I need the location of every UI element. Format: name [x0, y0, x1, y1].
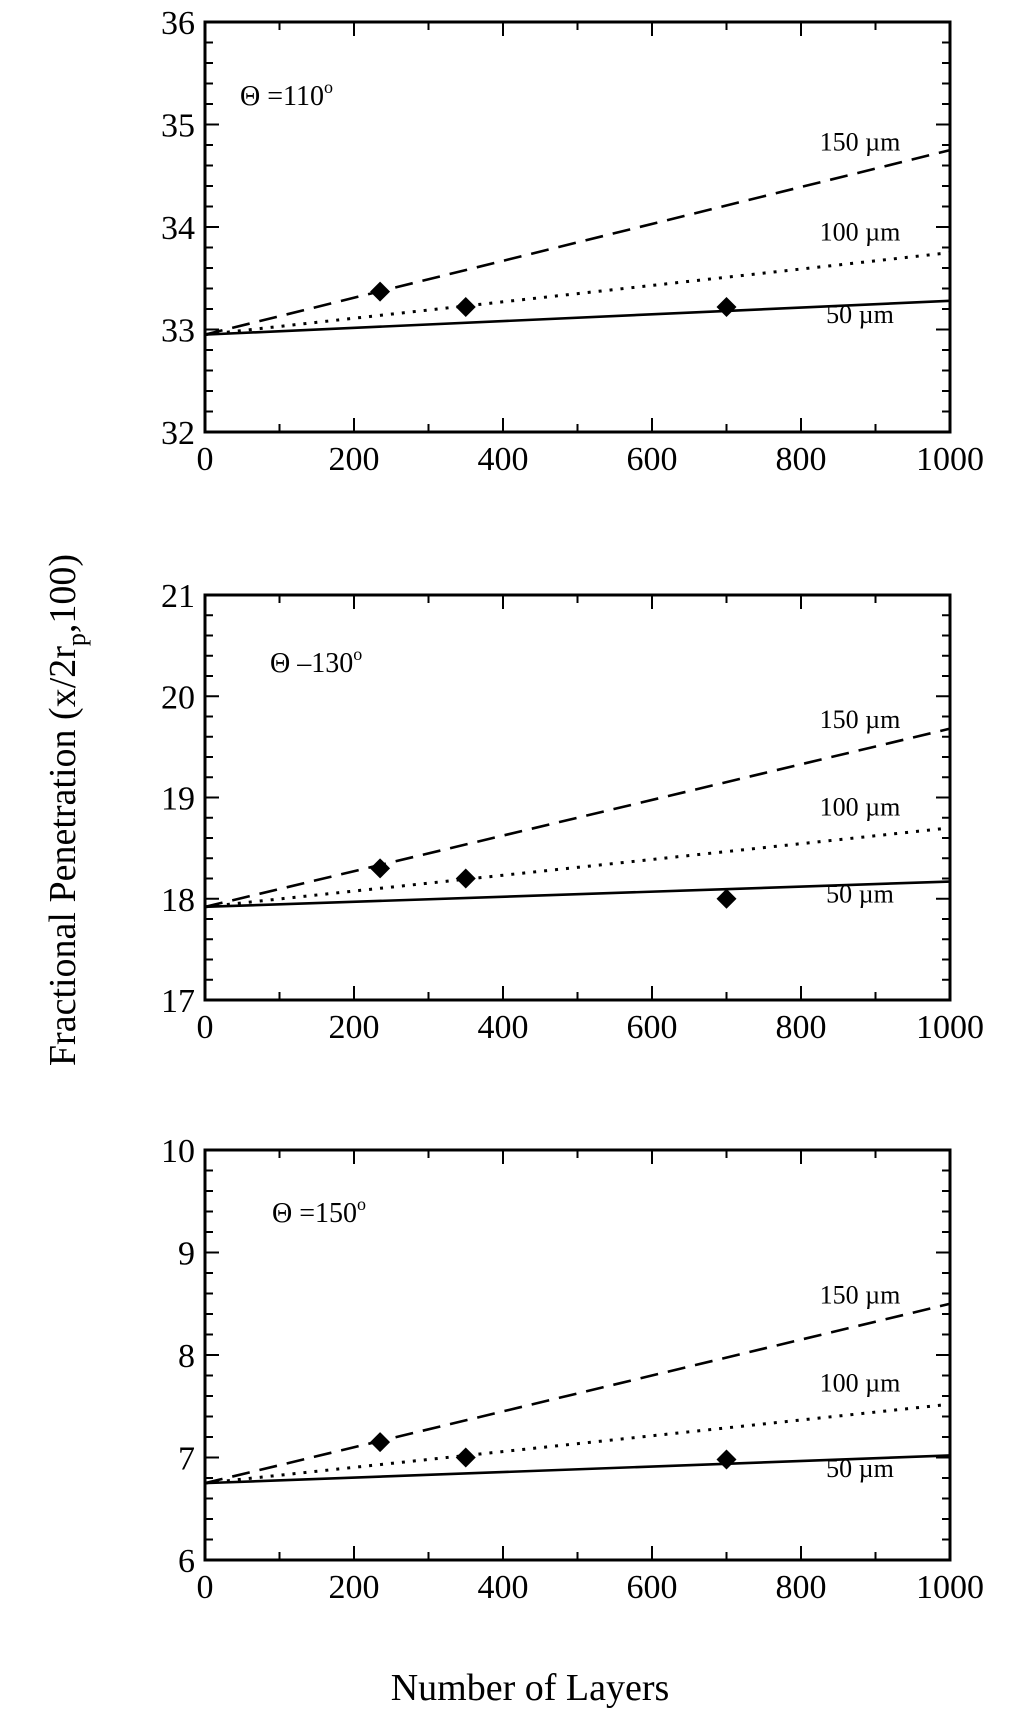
chart-panel-2: 0 200 400 600 800 1000 17 18 19 20 21 150 µm 100 µm 5… [161, 578, 984, 1046]
y-axis-title-tail: ,100) [42, 554, 84, 633]
x-tick-label: 600 [627, 1569, 678, 1606]
series-label-100um: 100 µm [820, 1369, 901, 1398]
y-tick-label: 20 [161, 679, 195, 716]
x-tick-label: 0 [197, 441, 214, 478]
data-point [455, 296, 476, 317]
series-label-150um: 150 µm [820, 705, 901, 734]
y-tick-label: 21 [161, 578, 195, 615]
chart-panel-1: 0 200 400 600 800 1000 32 33 34 35 36 150 µm 100 µm 5… [161, 5, 984, 478]
data-point [716, 888, 737, 909]
series-label-100um: 100 µm [820, 792, 901, 821]
x-tick-label: 800 [776, 1009, 827, 1046]
theta-annotation-value: Θ =110 [240, 81, 324, 112]
data-point [370, 1432, 391, 1453]
y-axis-title: Fractional Penetration (x/2rp,100) [42, 554, 91, 1066]
y-axis-title-subscript: p [62, 633, 91, 646]
x-tick-label: 600 [627, 441, 678, 478]
series-line-50um [204, 299, 951, 336]
chart-panel-3: 0 200 400 600 800 1000 6 7 8 9 10 150 µm 100 µm 50 µm… [161, 1133, 984, 1606]
series-line-150um [204, 1302, 951, 1485]
y-tick-label: 9 [178, 1236, 195, 1273]
y-tick-label: 33 [161, 313, 195, 350]
x-tick-label: 400 [478, 1569, 529, 1606]
series-label-50um: 50 µm [826, 880, 894, 909]
series-label-50um: 50 µm [826, 1454, 894, 1483]
series-line-100um [204, 826, 951, 909]
theta-annotation-value: Θ –130 [270, 648, 353, 679]
series-label-50um: 50 µm [826, 300, 894, 329]
x-tick-label: 200 [329, 441, 380, 478]
theta-annotation: Θ =110o [240, 77, 333, 112]
y-tick-label: 19 [161, 781, 195, 818]
data-point [716, 296, 737, 317]
y-tick-label: 35 [161, 108, 195, 145]
y-tick-label: 18 [161, 882, 195, 919]
series-label-150um: 150 µm [820, 1280, 901, 1309]
x-tick-label: 1000 [916, 1009, 984, 1046]
x-tick-label: 200 [329, 1009, 380, 1046]
y-tick-label: 7 [178, 1441, 195, 1478]
data-point [455, 868, 476, 889]
x-tick-label: 400 [478, 441, 529, 478]
x-tick-label: 0 [197, 1009, 214, 1046]
x-tick-label: 800 [776, 1569, 827, 1606]
y-axis-title-main: Fractional Penetration (x/2r [42, 646, 84, 1066]
y-tick-label: 8 [178, 1338, 195, 1375]
series-label-150um: 150 µm [820, 127, 901, 156]
theta-annotation-degree: o [324, 77, 333, 97]
x-axis-title: Number of Layers [391, 1667, 670, 1709]
theta-annotation-degree: o [357, 1194, 366, 1214]
series-line-50um [204, 880, 951, 909]
series-label-100um: 100 µm [820, 218, 901, 247]
x-tick-label: 1000 [916, 441, 984, 478]
x-tick-label: 0 [197, 1569, 214, 1606]
y-tick-label: 32 [161, 415, 195, 452]
x-tick-label: 800 [776, 441, 827, 478]
y-tick-label: 36 [161, 5, 195, 42]
y-tick-label: 17 [161, 983, 195, 1020]
theta-annotation: Θ =150o [272, 1194, 366, 1229]
y-tick-label: 10 [161, 1133, 195, 1170]
series-line-100um [204, 1402, 951, 1485]
theta-annotation: Θ –130o [270, 644, 362, 679]
data-point [370, 858, 391, 879]
x-tick-label: 200 [329, 1569, 380, 1606]
y-tick-label: 6 [178, 1543, 195, 1580]
series-line-150um [204, 148, 951, 336]
data-point [716, 1449, 737, 1470]
theta-annotation-degree: o [353, 644, 362, 664]
data-point [455, 1447, 476, 1468]
theta-annotation-value: Θ =150 [272, 1198, 357, 1229]
x-tick-label: 600 [627, 1009, 678, 1046]
data-point [370, 281, 391, 302]
series-line-50um [204, 1454, 951, 1485]
x-tick-label: 1000 [916, 1569, 984, 1606]
x-tick-label: 400 [478, 1009, 529, 1046]
series-line-100um [204, 251, 951, 337]
series-line-150um [204, 727, 951, 909]
y-tick-label: 34 [161, 210, 195, 247]
